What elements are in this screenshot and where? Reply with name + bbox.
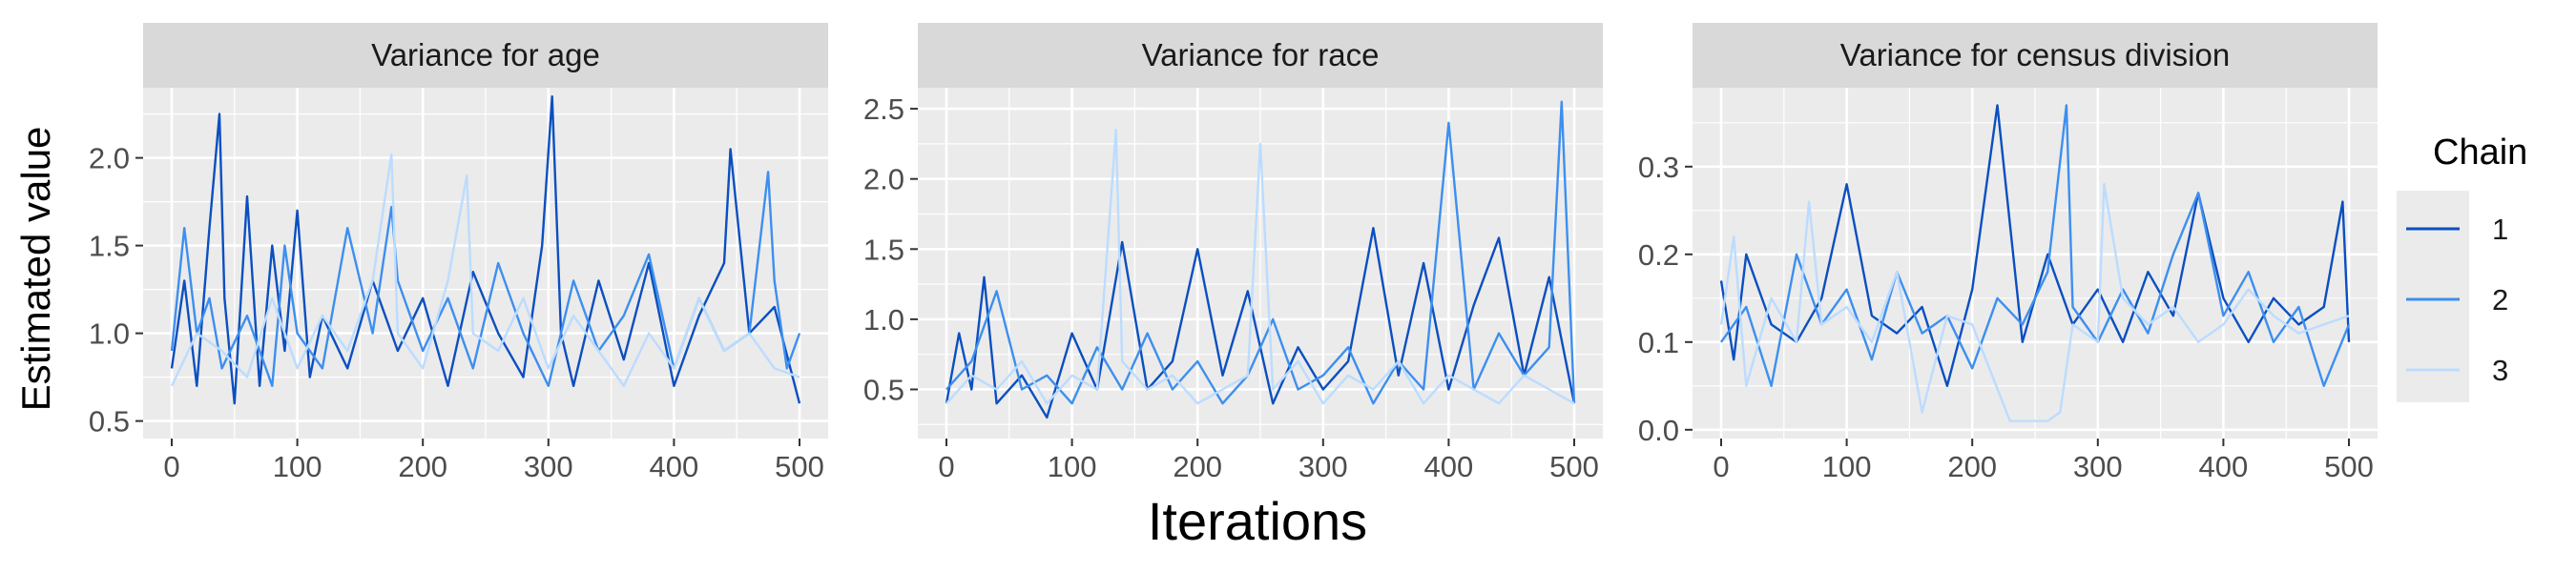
x-tick-label: 100 <box>1822 450 1872 483</box>
x-tick-label: 0 <box>938 450 954 483</box>
legend-label-chain-2: 2 <box>2492 283 2508 317</box>
facet-strip-label: Variance for race <box>1142 37 1380 72</box>
facet-panels: Variance for age 0 100 200 300 400 500 0.5 1.0 1.… <box>89 23 2378 483</box>
major-gridlines <box>1693 88 2378 439</box>
y-tick-label: 0.5 <box>89 405 130 439</box>
y-tick-label: 2.5 <box>863 92 904 126</box>
x-tick-label: 500 <box>1549 450 1599 483</box>
y-tick-label: 0.1 <box>1638 326 1679 359</box>
legend-key-background <box>2397 191 2469 402</box>
legend-label-chain-1: 1 <box>2492 213 2508 246</box>
facet-strip-label: Variance for census division <box>1840 37 2230 72</box>
y-tick-label: 1.0 <box>89 317 130 351</box>
series-line-chain-2 <box>945 100 1576 405</box>
series-line-chain-3 <box>945 128 1575 405</box>
series-lines <box>1719 104 2351 422</box>
series-line-chain-1 <box>170 94 801 405</box>
facet-strip-label: Variance for age <box>371 37 600 72</box>
series-line-chain-3 <box>170 153 800 387</box>
minor-gridlines <box>1693 88 2378 439</box>
x-tick-label: 200 <box>398 450 447 483</box>
x-tick-label: 200 <box>1173 450 1222 483</box>
x-tick-label: 100 <box>1048 450 1097 483</box>
y-tick-label: 2.0 <box>863 163 904 196</box>
x-tick-label: 200 <box>1947 450 1997 483</box>
y-tick-label: 2.0 <box>89 142 130 175</box>
y-tick-label: 0.5 <box>863 373 904 406</box>
major-gridlines <box>918 88 1603 439</box>
x-tick-label: 500 <box>2324 450 2374 483</box>
y-tick-label: 0.0 <box>1638 414 1679 447</box>
series-line-chain-2 <box>1720 104 2351 387</box>
facet-strip <box>918 23 1603 88</box>
y-tick-label: 1.0 <box>863 303 904 337</box>
x-tick-label: 500 <box>775 450 824 483</box>
x-tick-label: 400 <box>650 450 699 483</box>
series-lines <box>170 94 801 405</box>
y-tick-label: 1.5 <box>863 233 904 266</box>
facet-panel-1: Variance for age 0 100 200 300 400 500 0.5 1.0 1.… <box>89 23 828 483</box>
x-tick-label: 300 <box>1298 450 1348 483</box>
y-tick-label: 0.3 <box>1638 151 1679 184</box>
x-axis-title: Iterations <box>1148 491 1367 551</box>
legend-title: Chain <box>2433 133 2527 173</box>
x-tick-label: 100 <box>273 450 322 483</box>
series-lines <box>945 100 1576 419</box>
y-axis-title: Estimated value <box>13 127 58 412</box>
series-line-chain-1 <box>945 226 1576 419</box>
facet-panel-2: Variance for race 0 100 200 300 400 500 0.5 1.0 1… <box>863 23 1603 483</box>
series-line-chain-3 <box>1719 182 2350 422</box>
legend: Chain 1 2 3 <box>2397 133 2527 402</box>
y-tick-label: 1.5 <box>89 230 130 263</box>
x-tick-label: 300 <box>524 450 573 483</box>
legend-label-chain-3: 3 <box>2492 354 2508 387</box>
facet-panel-3: Variance for census division 0 100 200 300 40… <box>1638 23 2378 483</box>
y-tick-label: 0.2 <box>1638 238 1679 272</box>
facet-strip <box>1693 23 2378 88</box>
legend-items: 1 2 3 <box>2406 213 2508 387</box>
minor-gridlines <box>143 88 828 439</box>
x-tick-label: 0 <box>1713 450 1729 483</box>
x-tick-label: 300 <box>2073 450 2123 483</box>
x-tick-label: 0 <box>163 450 179 483</box>
facet-strip <box>143 23 828 88</box>
x-tick-label: 400 <box>1424 450 1474 483</box>
x-tick-label: 400 <box>2199 450 2249 483</box>
